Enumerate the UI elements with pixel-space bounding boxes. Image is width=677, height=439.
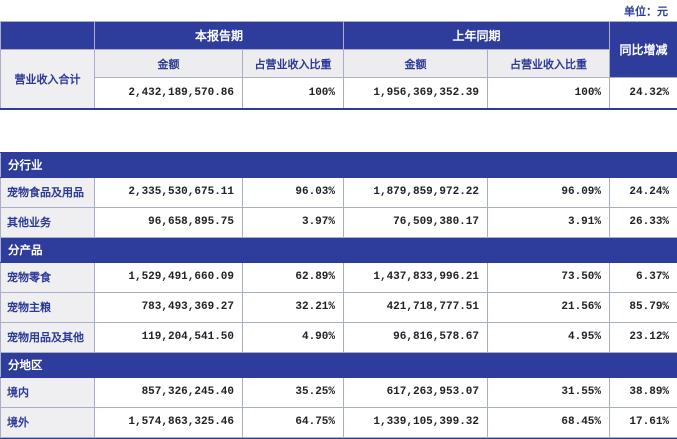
summary-row-label: 营业收入合计: [0, 49, 95, 109]
amount-cell: 119,204,541.50: [94, 321, 243, 353]
yoy-cell: 24.24%: [608, 176, 677, 208]
yoy-cell: 6.37%: [608, 261, 677, 293]
row-label: 其他业务: [0, 206, 95, 238]
amount-header-current: 金额: [94, 49, 243, 78]
ratio-header-prior: 占营业收入比重: [487, 49, 611, 78]
amount-cell: 1,879,859,972.22: [343, 176, 488, 208]
partial-section-band: [0, 437, 677, 439]
table-row: 宠物食品及用品 2,335,530,675.11 96.03% 1,879,85…: [0, 176, 677, 208]
row-label: 宠物用品及其他: [0, 321, 95, 353]
amount-cell: 2,335,530,675.11: [94, 176, 243, 208]
unit-row: 单位：元: [0, 0, 677, 21]
ratio-cell: 100%: [487, 77, 611, 109]
row-label: 宠物零食: [0, 261, 95, 293]
row-label: 境外: [0, 406, 95, 438]
yoy-cell: 24.32%: [609, 77, 677, 109]
amount-cell: 617,263,953.07: [343, 376, 488, 408]
ratio-cell: 35.25%: [242, 376, 344, 408]
row-label: 宠物食品及用品: [0, 176, 95, 208]
yoy-cell: 85.79%: [608, 291, 677, 323]
section-title-region: 分地区: [0, 351, 677, 378]
amount-cell: 96,658,895.75: [94, 206, 243, 238]
section-header-row: 分行业: [0, 151, 677, 178]
table-row: 宠物零食 1,529,491,660.09 62.89% 1,437,833,9…: [0, 261, 677, 293]
amount-cell: 1,574,863,325.46: [94, 406, 243, 438]
summary-data-row: 2,432,189,570.86 100% 1,956,369,352.39 1…: [1, 77, 677, 109]
revenue-breakdown-table: 分行业 宠物食品及用品 2,335,530,675.11 96.03% 1,87…: [0, 151, 677, 439]
amount-cell: 1,529,491,660.09: [94, 261, 243, 293]
amount-cell: 421,718,777.51: [343, 291, 488, 323]
section-header-row: 分产品: [0, 236, 677, 263]
section-title-product: 分产品: [0, 236, 677, 263]
summary-header-row: 本报告期 上年同期 同比增减: [0, 21, 677, 78]
yoy-cell: 17.61%: [608, 406, 677, 438]
row-label: 宠物主粮: [0, 291, 95, 323]
unit-label: 单位：元: [624, 5, 668, 18]
ratio-cell: 4.90%: [242, 321, 344, 353]
revenue-summary-table: 本报告期 上年同期 同比增减 营业收入合计 金额 占营业收入比重 金额 占营业收…: [0, 21, 677, 110]
amount-header-prior: 金额: [343, 49, 489, 78]
ratio-cell: 4.95%: [487, 321, 610, 353]
yoy-cell: 26.33%: [608, 206, 677, 238]
ratio-cell: 96.09%: [487, 176, 610, 208]
ratio-cell: 31.55%: [487, 376, 610, 408]
amount-cell: 96,816,578.67: [343, 321, 488, 353]
ratio-cell: 32.21%: [242, 291, 344, 323]
table-row: 宠物主粮 783,493,369.27 32.21% 421,718,777.5…: [0, 291, 677, 323]
amount-cell: 1,437,833,996.21: [343, 261, 488, 293]
table-row: 宠物用品及其他 119,204,541.50 4.90% 96,816,578.…: [0, 321, 677, 353]
amount-cell: 1,956,369,352.39: [343, 77, 489, 109]
ratio-cell: 21.56%: [487, 291, 610, 323]
yoy-header: 同比增减: [609, 21, 677, 78]
table-row: 其他业务 96,658,895.75 3.97% 76,509,380.17 3…: [0, 206, 677, 238]
ratio-cell: 62.89%: [242, 261, 344, 293]
row-label: 境内: [0, 376, 95, 408]
period-header-current: 本报告期: [93, 21, 345, 50]
section-header-row: 分地区: [0, 351, 677, 378]
ratio-cell: 73.50%: [487, 261, 610, 293]
amount-cell: 857,326,245.40: [94, 376, 243, 408]
table-gap: [0, 110, 677, 152]
amount-cell: 2,432,189,570.86: [94, 77, 243, 109]
period-header-prior: 上年同期: [343, 21, 611, 50]
amount-cell: 76,509,380.17: [343, 206, 488, 238]
amount-cell: 1,339,105,399.32: [343, 406, 488, 438]
ratio-cell: 3.97%: [242, 206, 344, 238]
ratio-cell: 3.91%: [487, 206, 610, 238]
ratio-header-current: 占营业收入比重: [241, 49, 345, 78]
ratio-cell: 68.45%: [487, 406, 610, 438]
partial-next-section-row: [0, 437, 677, 439]
ratio-cell: 64.75%: [242, 406, 344, 438]
amount-cell: 783,493,369.27: [94, 291, 243, 323]
ratio-cell: 100%: [241, 77, 345, 109]
yoy-cell: 23.12%: [608, 321, 677, 353]
yoy-cell: 38.89%: [608, 376, 677, 408]
section-title-industry: 分行业: [0, 151, 677, 178]
header-spacer-cell: [0, 21, 95, 50]
ratio-cell: 96.03%: [242, 176, 344, 208]
summary-subheader-row: 营业收入合计 金额 占营业收入比重 金额 占营业收入比重: [0, 49, 677, 109]
table-row: 境外 1,574,863,325.46 64.75% 1,339,105,399…: [0, 406, 677, 438]
table-row: 境内 857,326,245.40 35.25% 617,263,953.07 …: [0, 376, 677, 408]
